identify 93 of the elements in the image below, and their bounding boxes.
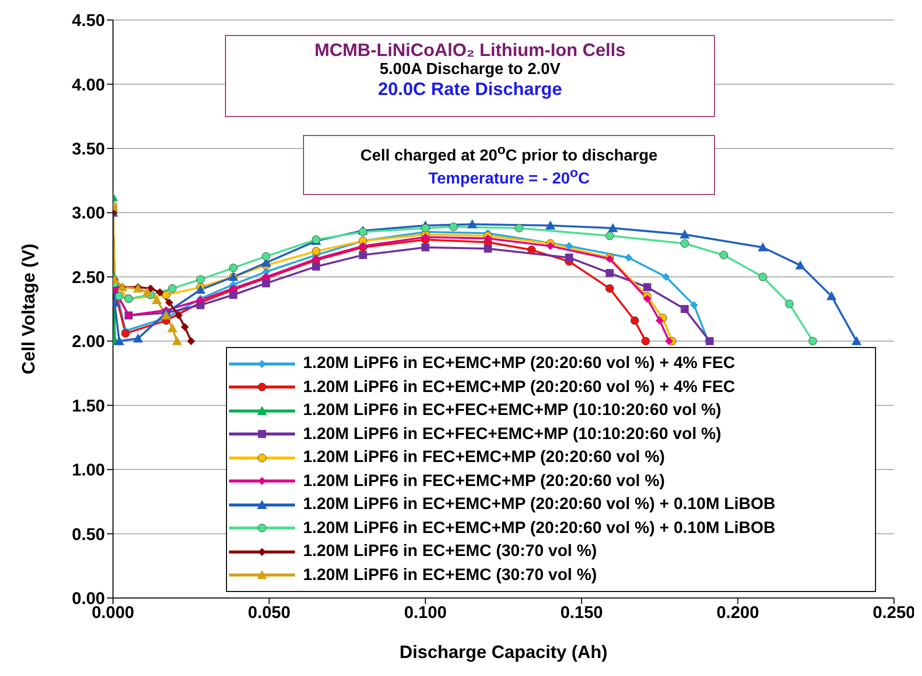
- point: [630, 316, 639, 325]
- legend-label: 1.20M LiPF6 in EC+EMC+MP (20:20:60 vol %) + 0.10M LiBOB: [303, 495, 776, 514]
- y-tick-label: 1.50: [72, 396, 105, 416]
- y-tick-label: 0.50: [72, 524, 105, 544]
- point: [643, 294, 652, 303]
- annotation: Temperature = - 20$^{o}$C: [427, 165, 591, 189]
- point: [484, 244, 492, 253]
- point: [152, 295, 162, 304]
- y-tick-label: 3.00: [72, 204, 105, 223]
- annotation: 20.0C Rate Discharge: [376, 79, 564, 100]
- point: [115, 292, 124, 300]
- point: [514, 224, 524, 232]
- point: [162, 290, 170, 300]
- legend-label: 1.20M LiPF6 in EC+EMC+MP (20:20:60 vol %) + 0.10M LiBOB: [303, 518, 776, 538]
- point: [421, 233, 430, 242]
- point: [114, 336, 124, 346]
- x-tick-label: 0.200: [716, 603, 760, 622]
- x-tick-label: 0.150: [560, 603, 603, 622]
- x-tick-label: 0.000: [92, 603, 134, 622]
- point: [758, 272, 768, 282]
- point: [467, 219, 478, 228]
- x-axis-title: Discharge Capacity (Ah): [399, 642, 608, 662]
- point: [624, 254, 632, 262]
- point: [161, 310, 172, 320]
- point: [132, 334, 143, 343]
- legend-label: 1.20M LiPF6 in EC+EMC+MP (20:20:60 vol %) + 4% FEC: [303, 378, 736, 397]
- point: [608, 223, 618, 232]
- point: [196, 275, 205, 284]
- legend-label: 1.20M LiPF6 in EC+EMC+MP (20:20:60 vol %) + 4% FEC: [303, 354, 736, 374]
- point: [565, 254, 574, 262]
- text-box: MCMB-LiNiCoAlO₂ Lithium-Ion Cells 5.00A Discharge to 2.0V 20.0C Rate Discharge: [225, 35, 715, 117]
- legend-label: 1.20M LiPF6 in FEC+EMC+MP (20:20:60 vol %): [303, 472, 665, 491]
- point: [229, 264, 238, 272]
- annotation: Cell charged at 20$^{o}$C prior to discharge: [359, 142, 659, 166]
- point: [680, 305, 689, 313]
- point: [262, 279, 270, 288]
- point: [643, 283, 652, 292]
- point: [167, 323, 178, 332]
- point: [690, 301, 698, 310]
- point: [665, 337, 674, 346]
- point: [565, 242, 574, 250]
- y-tick-label: 2.00: [72, 332, 105, 352]
- point: [826, 291, 837, 300]
- text-box: Cell charged at 20$^{o}$C prior to discharge Temperature = - 20$^{o}$C: [303, 135, 715, 195]
- point: [758, 242, 768, 252]
- point: [719, 250, 728, 260]
- point: [449, 222, 458, 232]
- point: [545, 220, 556, 230]
- point: [795, 260, 806, 270]
- point: [527, 246, 536, 254]
- point: [180, 322, 189, 331]
- point: [312, 262, 320, 271]
- point: [358, 251, 367, 260]
- point: [546, 242, 554, 250]
- point: [142, 287, 152, 296]
- point: [121, 329, 130, 338]
- point: [852, 336, 862, 346]
- point: [421, 224, 430, 232]
- y-tick-label: 3.50: [72, 139, 105, 158]
- y-tick-label: 1.00: [72, 460, 105, 480]
- point: [165, 298, 174, 307]
- point: [174, 311, 183, 320]
- legend-label: 1.20M LiPF6 in FEC+EMC+MP (20:20:60 vol %): [303, 448, 665, 468]
- x-tick-label: 0.100: [404, 603, 447, 622]
- point: [680, 230, 690, 238]
- y-tick-label: 4.50: [72, 11, 105, 30]
- x-tick-label: 0.050: [248, 603, 290, 622]
- point: [785, 300, 794, 308]
- point: [168, 284, 177, 293]
- y-tick-label: 4.00: [72, 75, 105, 94]
- legend-label: 1.20M LiPF6 in EC+FEC+EMC+MP (10:10:20:60 vol %): [303, 401, 722, 420]
- legend-label: 1.20M LiPF6 in EC+EMC (30:70 vol %): [303, 566, 597, 585]
- point: [680, 239, 689, 248]
- point: [605, 232, 614, 240]
- point: [606, 269, 614, 278]
- point: [641, 336, 650, 346]
- point: [262, 252, 270, 261]
- point: [605, 284, 614, 293]
- point: [229, 290, 238, 299]
- point: [421, 243, 430, 252]
- point: [662, 272, 670, 281]
- point: [187, 337, 196, 346]
- y-axis-title: Cell Voltage (V): [18, 244, 38, 374]
- point: [156, 288, 164, 296]
- point: [312, 246, 320, 256]
- legend-label: 1.20M LiPF6 in EC+EMC (30:70 vol %): [303, 542, 597, 562]
- point: [195, 284, 206, 294]
- point: [808, 336, 818, 346]
- legend-label: 1.20M LiPF6 in EC+FEC+EMC+MP (10:10:20:60 vol %): [303, 424, 722, 444]
- point: [172, 336, 182, 346]
- point: [656, 316, 664, 325]
- point: [484, 234, 492, 242]
- y-tick-label: 2.50: [72, 268, 105, 287]
